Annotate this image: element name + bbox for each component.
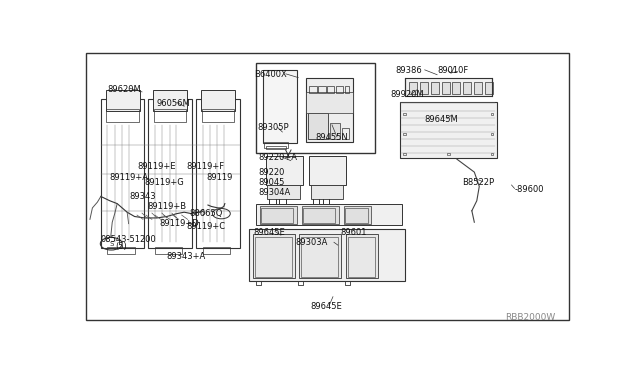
Bar — [301, 206, 339, 224]
Text: 88665Q: 88665Q — [189, 209, 223, 218]
Text: 89343: 89343 — [129, 192, 156, 201]
Bar — [309, 156, 346, 185]
Text: 89601: 89601 — [340, 228, 367, 237]
Bar — [264, 142, 288, 148]
Bar — [474, 83, 483, 94]
Bar — [256, 63, 375, 154]
Bar — [310, 185, 343, 199]
Bar — [346, 208, 368, 223]
Bar — [202, 109, 234, 122]
Bar — [260, 206, 297, 224]
Bar — [253, 234, 295, 278]
Bar — [155, 247, 182, 254]
Text: 89645M: 89645M — [425, 115, 458, 124]
Text: 89119+D: 89119+D — [159, 219, 199, 228]
Bar — [266, 146, 286, 149]
Bar — [249, 230, 405, 281]
Bar — [403, 134, 406, 135]
Bar — [148, 99, 192, 248]
Bar — [201, 90, 235, 110]
Text: 89220+A: 89220+A — [259, 153, 298, 162]
Bar — [344, 206, 371, 224]
Bar — [301, 237, 339, 277]
Bar — [405, 78, 492, 96]
Text: B6400X: B6400X — [255, 70, 287, 79]
Text: (5): (5) — [116, 242, 127, 251]
Text: 89119+F: 89119+F — [187, 162, 225, 171]
Text: 89645E: 89645E — [253, 228, 285, 237]
Text: 89343+A: 89343+A — [167, 252, 206, 261]
Text: 89119+C: 89119+C — [187, 222, 226, 231]
Bar — [346, 234, 378, 278]
Bar — [442, 83, 449, 94]
Text: 89386: 89386 — [396, 66, 422, 75]
Bar — [491, 154, 493, 155]
Bar — [300, 234, 341, 278]
Bar — [345, 86, 349, 93]
Bar — [106, 90, 140, 110]
Bar — [261, 208, 293, 223]
Bar — [348, 237, 375, 277]
Bar — [262, 70, 297, 144]
Bar — [196, 99, 240, 248]
Bar — [463, 83, 471, 94]
Bar — [403, 154, 406, 155]
Text: 89220: 89220 — [259, 168, 285, 177]
Bar — [106, 109, 138, 122]
Bar — [400, 102, 497, 158]
Text: -89600: -89600 — [515, 185, 544, 194]
Bar — [330, 124, 340, 139]
Bar — [303, 208, 335, 223]
Bar — [409, 83, 417, 94]
Text: 89010F: 89010F — [437, 66, 468, 75]
Bar — [327, 86, 335, 93]
Bar — [342, 128, 349, 139]
Text: 89645E: 89645E — [310, 302, 342, 311]
Bar — [452, 83, 460, 94]
Text: 89620M: 89620M — [108, 84, 141, 93]
Bar — [336, 86, 344, 93]
Bar — [309, 86, 317, 93]
Bar — [268, 185, 300, 199]
Bar — [306, 78, 353, 142]
Text: 89119+G: 89119+G — [145, 178, 184, 187]
Text: 89045: 89045 — [259, 178, 285, 187]
Text: 89920M: 89920M — [390, 90, 424, 99]
Bar — [101, 99, 145, 248]
Text: 89119+A: 89119+A — [110, 173, 148, 182]
Bar — [255, 237, 292, 277]
Bar — [491, 113, 493, 115]
Bar — [308, 113, 328, 139]
Text: 89304A: 89304A — [259, 187, 291, 197]
Text: 89119+B: 89119+B — [147, 202, 186, 211]
Bar — [266, 156, 303, 185]
Text: 89455N: 89455N — [316, 133, 348, 142]
Bar — [403, 113, 406, 115]
Bar — [256, 203, 403, 225]
Bar — [202, 247, 230, 254]
Bar — [491, 134, 493, 135]
Text: B8522P: B8522P — [462, 178, 494, 187]
Text: 89119: 89119 — [207, 173, 233, 182]
Bar — [431, 83, 438, 94]
Text: 08543-51200: 08543-51200 — [101, 235, 157, 244]
Bar — [447, 154, 449, 155]
Bar — [154, 90, 187, 110]
Bar — [485, 83, 493, 94]
Bar — [306, 92, 353, 113]
Bar — [318, 86, 326, 93]
Bar — [420, 83, 428, 94]
Text: 89303A: 89303A — [296, 238, 328, 247]
Text: 89305P: 89305P — [257, 123, 289, 132]
Bar — [108, 247, 134, 254]
Text: S: S — [109, 241, 113, 247]
Bar — [154, 109, 186, 122]
Text: RBB2000W: RBB2000W — [506, 313, 556, 322]
Text: 89119+E: 89119+E — [137, 162, 175, 171]
Text: 96056M: 96056M — [157, 99, 191, 108]
